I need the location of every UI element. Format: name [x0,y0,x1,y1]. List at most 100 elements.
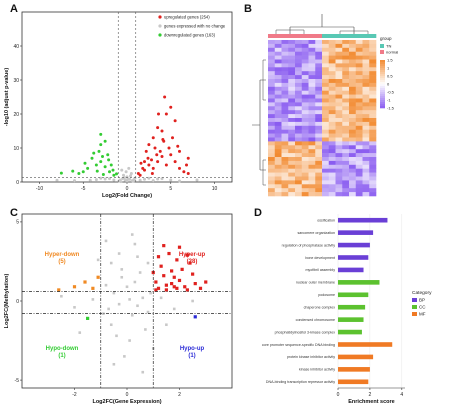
panel-b-cell-29-3 [288,153,296,158]
panel-b-cell-38-5 [301,188,309,193]
panel-b-cell-1-4 [295,43,303,49]
panel-a-point-1-36 [99,176,103,180]
panel-c-point-1-20 [177,245,182,249]
panel-b-colorbar-step-18 [380,96,385,99]
panel-b-cell-12-15 [369,86,377,91]
panel-b-cell-18-13 [355,110,363,115]
panel-b-cell-29-0 [268,153,276,158]
panel-b-cell-29-12 [349,153,357,158]
panel-a-point-2-1 [108,170,111,174]
panel-b-cell-35-13 [355,176,363,181]
panel-a-point-0-34 [157,112,160,116]
panel-b-cell-7-4 [295,67,303,72]
panel-b-cell-33-3 [288,168,296,173]
panel-b-cell-9-8 [322,75,330,80]
panel-c-point-4-36 [128,298,131,301]
panel-b-cell-9-14 [362,75,370,80]
panel-c-point-1-0 [156,286,161,290]
panel-b-cell-12-14 [362,86,370,91]
panel-a-point-1-16 [129,174,132,178]
panel-b-cell-22-14 [362,125,370,130]
panel-b-cell-11-14 [362,82,370,88]
panel-b-cell-33-11 [342,168,350,173]
panel-b-cell-12-5 [301,86,309,91]
panel-c-point-4-5 [128,339,131,342]
panel-b-cell-8-6 [308,71,316,76]
panel-b-cell-31-15 [369,160,377,166]
panel-b-cell-31-6 [308,160,316,166]
panel-b-cell-6-6 [308,63,316,68]
panel-b-cell-27-6 [308,145,316,150]
panel-a-point-0-31 [155,153,159,157]
panel-b-cell-20-2 [281,118,289,123]
panel-b-cell-27-7 [315,145,323,150]
panel-b-cell-13-13 [355,90,363,95]
panel-label-a: A [10,3,18,15]
panel-b-cell-33-0 [268,168,276,173]
panel-b-cell-32-4 [295,164,303,169]
panel-b-cell-12-10 [335,86,343,91]
panel-b-cell-7-2 [281,67,289,72]
panel-label-b: B [244,3,252,15]
panel-b-cell-25-9 [328,137,336,142]
panel-b-group-bar-15 [369,34,377,38]
panel-b-cell-8-4 [295,71,303,76]
panel-b-cell-39-8 [322,192,330,197]
panel-b-cell-24-5 [301,133,309,138]
panel-b-cell-8-14 [362,71,370,76]
panel-c-point-4-27 [60,294,63,298]
panel-b-cell-6-11 [342,63,350,68]
panel-b-cell-24-1 [274,133,282,138]
panel-b-cell-13-5 [301,90,309,95]
panel-b-cell-20-6 [308,118,316,123]
panel-c-point-1-13 [188,261,192,265]
panel-b-colorbar-tick-6: -1.5 [387,106,395,111]
panel-b-cell-14-2 [281,94,289,99]
panel-b-cell-37-9 [328,184,336,189]
panel-c-point-1-1 [164,283,168,287]
panel-b-cell-12-11 [342,86,350,91]
panel-b-cell-17-12 [349,106,357,111]
panel-b-cell-6-12 [349,63,357,68]
panel-c-point-1-15 [172,275,176,279]
panel-d-category-label-4: myofibril assembly [305,268,335,272]
panel-b-cell-2-4 [295,47,303,52]
panel-b-cell-35-15 [369,176,377,181]
panel-b-cell-26-2 [281,141,289,146]
panel-b-cell-21-15 [369,121,377,127]
panel-b-cell-37-15 [369,184,377,189]
panel-b-cell-7-8 [322,67,330,72]
panel-b-cell-15-13 [355,98,363,103]
panel-b-cell-37-5 [301,184,309,189]
panel-c-point-4-26 [191,299,194,303]
panel-b-cell-9-15 [369,75,377,80]
panel-b-cell-10-15 [369,79,377,84]
panel-b-cell-39-10 [335,192,343,197]
panel-b-cell-4-13 [355,55,363,60]
panel-c-point-0-1 [83,280,87,284]
panel-c-point-4-29 [96,258,100,262]
panel-b-group-bar-13 [355,34,363,38]
panel-b-cell-38-10 [335,188,343,193]
panel-a-point-2-3 [99,160,103,164]
panel-b-cell-24-7 [315,133,323,138]
panel-b-cell-21-6 [308,121,316,127]
panel-b-cell-7-7 [315,67,323,72]
panel-b-cell-18-1 [274,110,282,115]
panel-b-cell-4-10 [335,55,343,60]
panel-b-cell-20-13 [355,118,363,123]
panel-d-xtick-label-0: 0 [337,392,340,398]
panel-b-cell-11-7 [315,82,323,88]
panel-a-point-0-35 [163,95,167,99]
panel-b-cell-8-3 [288,71,296,76]
panel-b-cell-28-1 [274,149,282,154]
panel-b-cell-22-1 [274,125,282,130]
panel-b-cell-24-11 [342,133,350,138]
panel-b-cell-37-12 [349,184,357,189]
panel-c-point-1-18 [198,286,203,290]
panel-b-column-dendrogram-sub [275,29,369,34]
panel-a-point-2-20 [101,173,105,177]
panel-b-cell-29-2 [281,153,289,158]
panel-b-cell-8-12 [349,71,357,76]
panel-d-legend-swatch-2 [412,312,417,316]
